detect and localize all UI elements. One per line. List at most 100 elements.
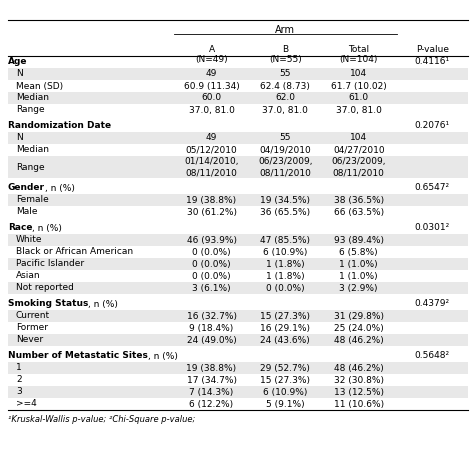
Bar	[8, 92, 468, 104]
Text: Former: Former	[16, 324, 48, 333]
Text: White: White	[16, 235, 43, 244]
Text: 15 (27.3%): 15 (27.3%)	[260, 375, 310, 384]
Text: 6 (10.9%): 6 (10.9%)	[263, 248, 307, 256]
Text: 29 (52.7%): 29 (52.7%)	[260, 364, 310, 373]
Text: 05/12/2010: 05/12/2010	[186, 145, 237, 154]
Text: 1: 1	[16, 364, 22, 373]
Text: 01/14/2010,
08/11/2010: 01/14/2010, 08/11/2010	[184, 157, 239, 177]
Bar	[8, 310, 468, 322]
Text: Pacific Islander: Pacific Islander	[16, 260, 84, 269]
Text: 48 (46.2%): 48 (46.2%)	[334, 336, 383, 345]
Text: 61.7 (10.02): 61.7 (10.02)	[331, 81, 387, 90]
Text: 104: 104	[350, 134, 367, 143]
Text: 62.0: 62.0	[275, 94, 295, 103]
Text: 04/27/2010: 04/27/2010	[333, 145, 384, 154]
Text: Randomization Date: Randomization Date	[8, 122, 111, 130]
Text: 3: 3	[16, 387, 22, 396]
Text: B
(N=55): B (N=55)	[269, 45, 301, 64]
Text: 37.0, 81.0: 37.0, 81.0	[262, 105, 308, 114]
Text: Black or African American: Black or African American	[16, 248, 133, 256]
Text: Female: Female	[16, 195, 49, 204]
Text: Asian: Asian	[16, 271, 41, 280]
Text: 6 (5.8%): 6 (5.8%)	[339, 248, 378, 256]
Text: 0 (0.0%): 0 (0.0%)	[266, 284, 304, 292]
Text: 60.9 (11.34): 60.9 (11.34)	[183, 81, 239, 90]
Text: 104: 104	[350, 69, 367, 78]
Text: Median: Median	[16, 94, 49, 103]
Text: 1 (1.0%): 1 (1.0%)	[339, 260, 378, 269]
Text: Current: Current	[16, 311, 50, 320]
Text: 15 (27.3%): 15 (27.3%)	[260, 311, 310, 320]
Text: 19 (34.5%): 19 (34.5%)	[260, 195, 310, 204]
Text: , n (%): , n (%)	[45, 184, 75, 193]
Text: 0 (0.0%): 0 (0.0%)	[192, 260, 231, 269]
Text: 0.4379²: 0.4379²	[414, 300, 450, 309]
Bar	[8, 362, 468, 374]
Text: Age: Age	[8, 58, 27, 67]
Bar	[8, 194, 468, 206]
Text: Gender: Gender	[8, 184, 45, 193]
Text: Number of Metastatic Sites: Number of Metastatic Sites	[8, 351, 148, 360]
Text: 6 (10.9%): 6 (10.9%)	[263, 387, 307, 396]
Text: 93 (89.4%): 93 (89.4%)	[334, 235, 384, 244]
Text: 2: 2	[16, 375, 22, 384]
Text: 16 (32.7%): 16 (32.7%)	[187, 311, 237, 320]
Text: 49: 49	[206, 69, 217, 78]
Text: Total
(N=104): Total (N=104)	[339, 45, 378, 64]
Text: 37.0, 81.0: 37.0, 81.0	[189, 105, 235, 114]
Text: Never: Never	[16, 336, 43, 345]
Text: 0.2076¹: 0.2076¹	[414, 122, 450, 130]
Text: 16 (29.1%): 16 (29.1%)	[260, 324, 310, 333]
Text: 55: 55	[279, 69, 291, 78]
Text: 0.6547²: 0.6547²	[414, 184, 450, 193]
Text: 46 (93.9%): 46 (93.9%)	[187, 235, 237, 244]
Text: 32 (30.8%): 32 (30.8%)	[334, 375, 384, 384]
Text: 24 (43.6%): 24 (43.6%)	[260, 336, 310, 345]
Text: 36 (65.5%): 36 (65.5%)	[260, 207, 310, 216]
Text: 3 (2.9%): 3 (2.9%)	[339, 284, 378, 292]
Text: P-value: P-value	[417, 45, 450, 54]
Text: 0.5648²: 0.5648²	[414, 351, 450, 360]
Text: 24 (49.0%): 24 (49.0%)	[187, 336, 237, 345]
Text: 0 (0.0%): 0 (0.0%)	[192, 248, 231, 256]
Text: 62.4 (8.73): 62.4 (8.73)	[260, 81, 310, 90]
Text: Arm: Arm	[275, 25, 295, 35]
Bar	[8, 132, 468, 144]
Bar	[8, 68, 468, 80]
Text: , n (%): , n (%)	[88, 300, 118, 309]
Text: Mean (SD): Mean (SD)	[16, 81, 63, 90]
Text: >=4: >=4	[16, 400, 37, 409]
Text: 6 (12.2%): 6 (12.2%)	[190, 400, 234, 409]
Text: Median: Median	[16, 145, 49, 154]
Text: 60.0: 60.0	[201, 94, 222, 103]
Text: Male: Male	[16, 207, 37, 216]
Text: , n (%): , n (%)	[148, 351, 178, 360]
Text: N: N	[16, 134, 23, 143]
Text: , n (%): , n (%)	[33, 224, 63, 233]
Bar	[8, 282, 468, 294]
Bar	[8, 234, 468, 246]
Text: 37.0, 81.0: 37.0, 81.0	[336, 105, 382, 114]
Text: 49: 49	[206, 134, 217, 143]
Bar	[8, 334, 468, 346]
Text: Not reported: Not reported	[16, 284, 74, 292]
Text: 19 (38.8%): 19 (38.8%)	[186, 364, 237, 373]
Text: 11 (10.6%): 11 (10.6%)	[334, 400, 384, 409]
Text: 47 (85.5%): 47 (85.5%)	[260, 235, 310, 244]
Text: 3 (6.1%): 3 (6.1%)	[192, 284, 231, 292]
Bar	[8, 258, 468, 270]
Text: 0.0301²: 0.0301²	[414, 224, 450, 233]
Text: 25 (24.0%): 25 (24.0%)	[334, 324, 383, 333]
Text: Range: Range	[16, 105, 45, 114]
Text: N: N	[16, 69, 23, 78]
Text: 61.0: 61.0	[349, 94, 369, 103]
Text: 06/23/2009,
08/11/2010: 06/23/2009, 08/11/2010	[331, 157, 386, 177]
Text: 9 (18.4%): 9 (18.4%)	[190, 324, 234, 333]
Text: Smoking Status: Smoking Status	[8, 300, 88, 309]
Text: 55: 55	[279, 134, 291, 143]
Text: 06/23/2009,
08/11/2010: 06/23/2009, 08/11/2010	[258, 157, 312, 177]
Text: 38 (36.5%): 38 (36.5%)	[334, 195, 384, 204]
Text: Range: Range	[16, 162, 45, 171]
Text: 19 (38.8%): 19 (38.8%)	[186, 195, 237, 204]
Text: 13 (12.5%): 13 (12.5%)	[334, 387, 384, 396]
